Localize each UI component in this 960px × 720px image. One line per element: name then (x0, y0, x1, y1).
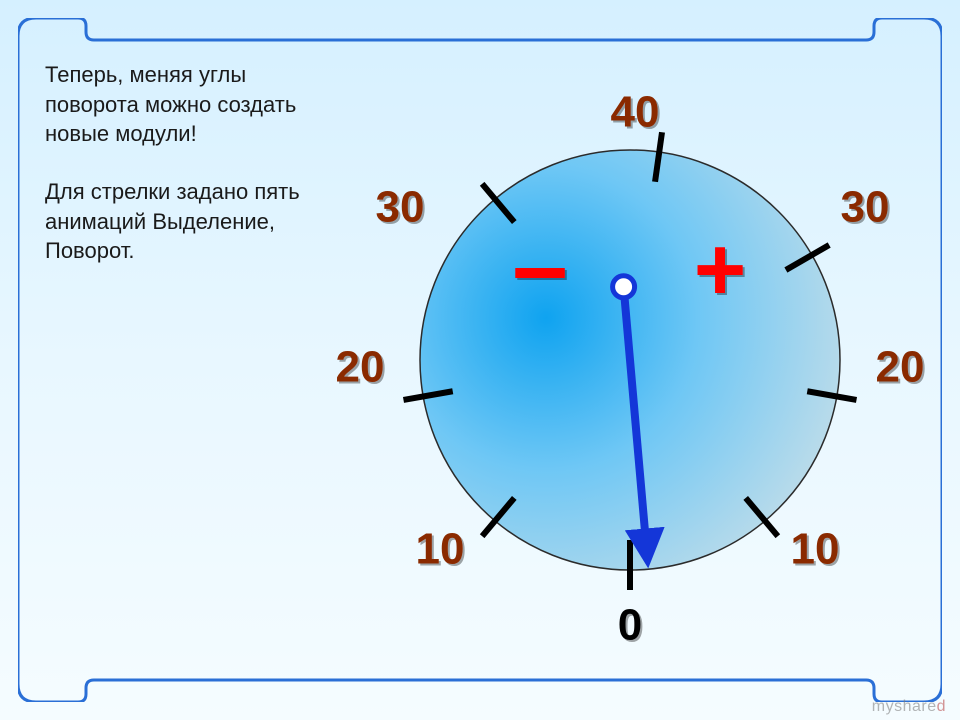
dial-label: 30 (376, 183, 425, 232)
dial-label: 0 (618, 601, 642, 650)
dial-label: 10 (791, 525, 840, 574)
watermark: myshared (872, 698, 946, 716)
dial-label: 20 (336, 343, 385, 392)
plus-sign: + (694, 220, 747, 320)
minus-sign: – (512, 210, 568, 322)
paragraph-1: Теперь, меняя углы поворота можно создат… (45, 60, 325, 149)
dial-label: 20 (876, 343, 925, 392)
watermark-prefix: myshare (872, 698, 937, 715)
description-text: Теперь, меняя углы поворота можно создат… (45, 60, 325, 294)
rotation-dial: + – 0 10 20 30 40 30 20 10 (330, 60, 930, 660)
arrow-pivot (613, 276, 635, 298)
dial-label: 10 (416, 525, 465, 574)
paragraph-2: Для стрелки задано пять анимаций Выделен… (45, 177, 325, 266)
dial-label: 40 (611, 88, 660, 137)
watermark-suffix: d (937, 698, 946, 715)
dial-label: 30 (841, 183, 890, 232)
